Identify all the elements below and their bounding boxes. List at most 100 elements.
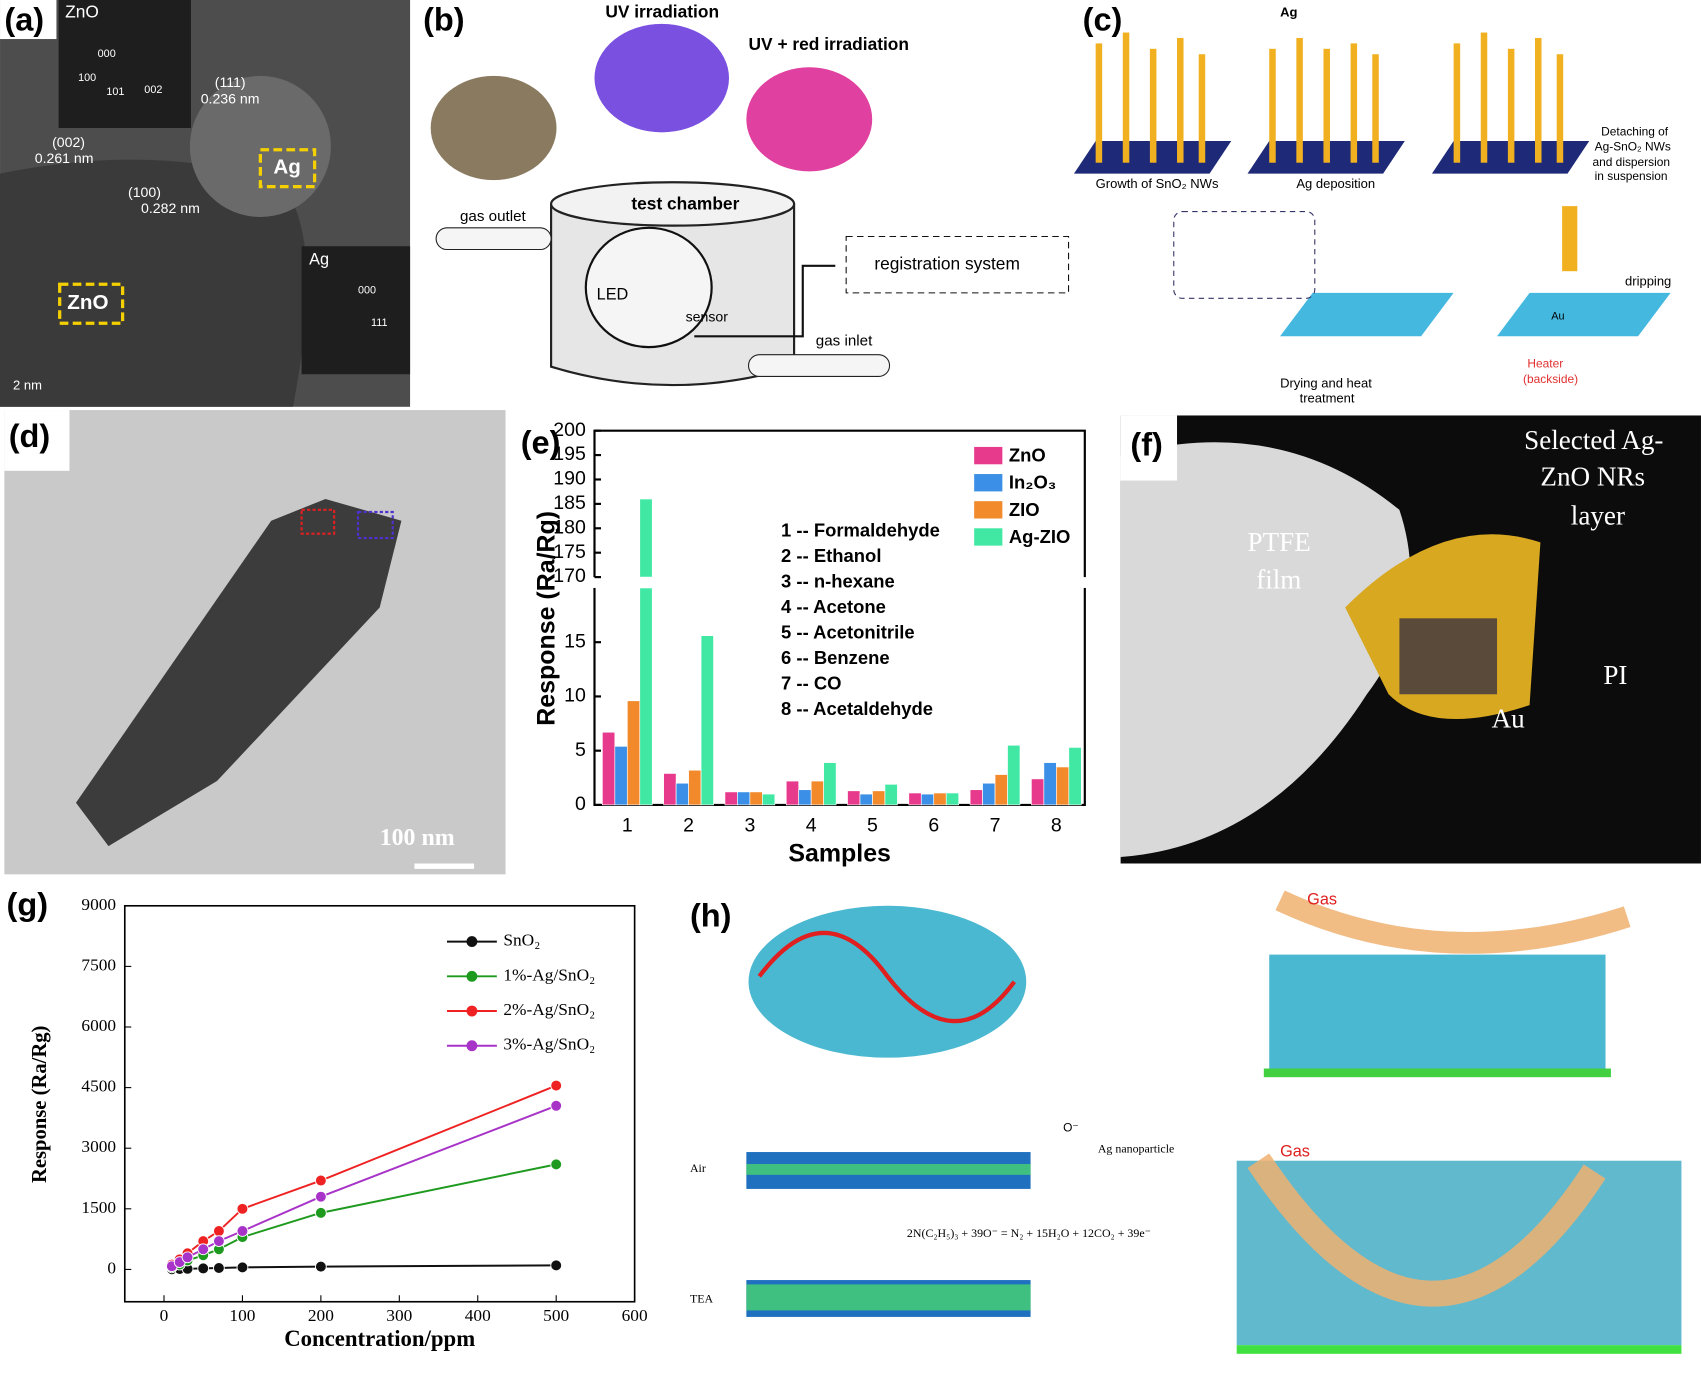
y-tick-label: 180 [553,516,586,538]
label-bg [1120,415,1178,481]
axis-break [585,577,1094,588]
legend-label: 1%-Ag/SnO₂ [503,965,595,984]
marker [550,1158,563,1171]
label: (backside) [1523,372,1578,386]
bar [1056,766,1070,806]
panel-label: (a) [4,1,44,37]
marker [213,1262,225,1274]
label: 0.236 nm [201,91,260,107]
zno-region [0,159,307,407]
annotation: 5 -- Acetonitrile [781,621,915,642]
substrate [1236,1345,1682,1354]
line [171,1084,557,1266]
annotation: 7 -- CO [781,672,841,693]
panel-label: (f) [1130,427,1163,463]
legend-swatch [974,474,1003,492]
photo [430,75,557,181]
bar [994,774,1008,806]
bar [1068,747,1082,806]
legend-label: ZnO [1009,445,1046,466]
box [58,282,125,325]
bar [626,700,641,806]
photo [746,67,873,172]
bar [884,783,898,806]
x-tick-label: 100 [229,1306,255,1325]
label: registration system [874,253,1020,273]
label: 100 nm [380,825,455,851]
label: Ag-SnO₂ NWs [1595,140,1671,154]
marker [213,1225,225,1237]
y-tick-label: 175 [553,541,586,563]
substrate [1263,1068,1611,1078]
x-tick-label: 7 [990,815,1001,837]
x-tick-label: 4 [806,815,817,837]
bar [785,780,800,806]
label: LED [597,285,629,303]
label: (002) [52,134,85,150]
label: 2 nm [13,378,42,393]
label: gas outlet [460,208,527,225]
inset [1173,210,1316,299]
y-tick-label: 0 [107,1258,116,1277]
y-tick-label: 15 [564,630,586,652]
marker [213,1235,225,1247]
label-bg [4,410,70,471]
label: Ag [309,251,329,269]
label: Ag deposition [1296,176,1375,191]
bar [823,762,837,806]
bar [688,769,702,806]
ag-particle [189,75,331,217]
particle-film [1269,954,1606,1074]
box [845,235,1070,294]
label: layer [1571,501,1625,531]
y-tick-label: 5 [575,739,586,761]
label: PI [1603,660,1627,690]
marker [315,1260,327,1273]
annotation: 4 -- Acetone [781,596,886,617]
axis-frame [593,429,1086,806]
annotation: 3 -- n-hexane [781,570,895,591]
nanorod [75,499,402,847]
y-tick-label: 6000 [81,1016,116,1035]
bar [872,790,886,806]
label: Ag nanoparticle [1098,1142,1174,1156]
panel-label: (e) [521,424,561,460]
heater [1280,292,1454,337]
pipe [435,227,552,251]
bar [639,587,653,806]
y-tick-label: 170 [553,565,586,587]
chamber-top [550,181,796,227]
marker [550,1099,563,1112]
label: Air [690,1161,706,1175]
panel-label: (g) [7,886,49,922]
fft-inset [301,246,411,375]
legend-label: In₂O₃ [1009,472,1056,493]
legend-swatch [974,501,1003,519]
label: Selected Ag- [1524,425,1663,455]
label: TEA [690,1291,714,1305]
label: 0.282 nm [141,200,200,216]
legend-swatch [974,446,1003,465]
sphere-film [1236,1160,1682,1346]
y-tick-label: 0 [575,793,586,815]
y-tick-label: 195 [553,443,586,465]
label: Ag [273,156,300,179]
label: gas inlet [816,333,873,350]
bar [675,782,689,806]
label-bg [0,0,57,40]
box [258,148,317,189]
marker [236,1261,249,1274]
label: (100) [128,184,161,200]
marker [197,1262,210,1275]
bar [798,789,812,806]
marker [197,1243,210,1256]
line [171,1264,557,1271]
marker [550,1259,563,1272]
label: Ag [1280,4,1297,19]
x-tick-label: 3 [744,815,755,837]
legend-marker [466,1040,478,1052]
label: 000 [98,48,116,60]
y-axis-label: Response (Ra/Rg) [532,511,560,726]
bar [724,791,738,806]
y-tick-label: 3000 [81,1137,116,1156]
